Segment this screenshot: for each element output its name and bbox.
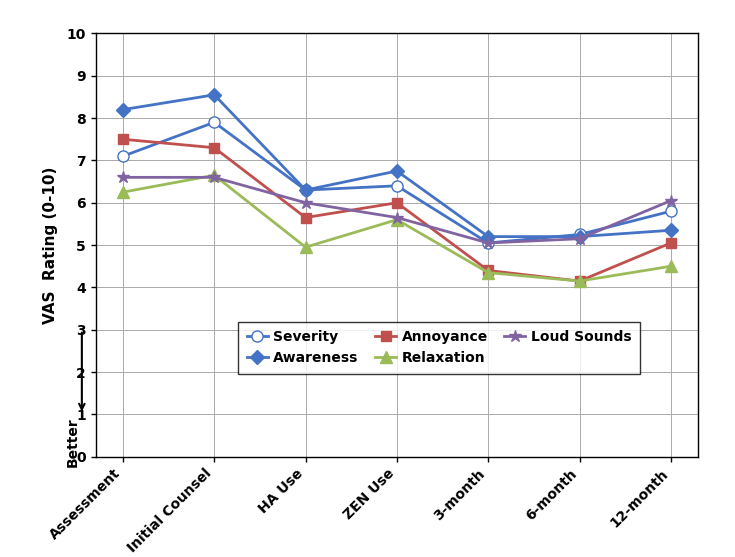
Severity	[575, 231, 584, 238]
Severity	[484, 240, 492, 246]
Severity	[118, 153, 127, 159]
Severity	[301, 187, 310, 193]
Relaxation	[575, 278, 584, 285]
Annoyance	[210, 144, 219, 151]
Y-axis label: VAS  Rating (0-10): VAS Rating (0-10)	[43, 167, 58, 324]
Line: Severity: Severity	[118, 117, 676, 248]
Awareness	[575, 233, 584, 240]
Relaxation	[392, 216, 401, 223]
Line: Relaxation: Relaxation	[118, 170, 676, 287]
Relaxation	[667, 263, 675, 270]
Loud Sounds	[575, 236, 584, 242]
Awareness	[392, 168, 401, 174]
Annoyance	[392, 199, 401, 206]
Severity	[392, 183, 401, 189]
Loud Sounds	[301, 199, 310, 206]
Relaxation	[210, 172, 219, 179]
Loud Sounds	[484, 240, 492, 246]
Legend: Severity, Awareness, Annoyance, Relaxation, Loud Sounds: Severity, Awareness, Annoyance, Relaxati…	[238, 322, 639, 374]
Relaxation	[301, 244, 310, 251]
Loud Sounds	[118, 174, 127, 180]
Awareness	[484, 233, 492, 240]
Relaxation	[118, 189, 127, 196]
Awareness	[301, 187, 310, 193]
Line: Annoyance: Annoyance	[118, 134, 675, 286]
Relaxation	[484, 269, 492, 276]
Severity	[667, 208, 675, 214]
Annoyance	[575, 278, 584, 285]
Awareness	[667, 227, 675, 233]
Annoyance	[118, 136, 127, 143]
Annoyance	[484, 267, 492, 274]
Loud Sounds	[667, 197, 675, 204]
Annoyance	[301, 214, 310, 221]
Severity	[210, 119, 219, 126]
Annoyance	[667, 240, 675, 246]
Text: Better: Better	[65, 417, 79, 467]
Awareness	[210, 91, 219, 98]
Line: Loud Sounds: Loud Sounds	[117, 171, 677, 249]
Awareness	[118, 106, 127, 113]
Line: Awareness: Awareness	[118, 90, 675, 242]
Loud Sounds	[210, 174, 219, 180]
Loud Sounds	[392, 214, 401, 221]
